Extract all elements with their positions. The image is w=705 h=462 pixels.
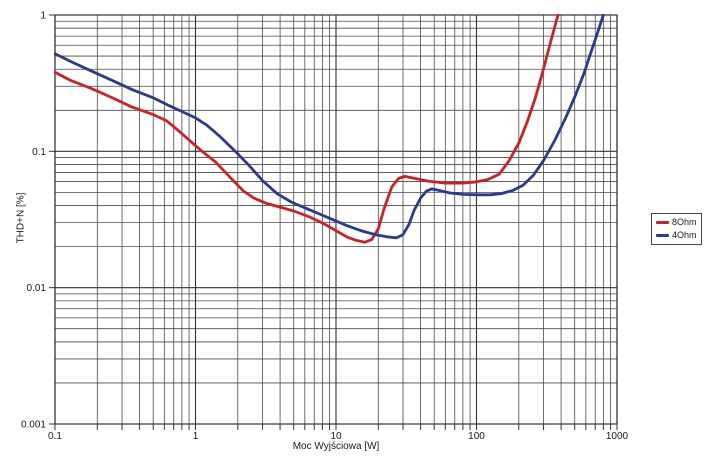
y-tick-label: 0.001 (21, 420, 46, 431)
legend: 8Ohm 4Ohm (651, 213, 702, 245)
y-tick-label: 1 (40, 11, 46, 22)
legend-label-4ohm: 4Ohm (672, 230, 697, 240)
series-curves (54, 14, 605, 244)
series-8ohm-swatch (656, 221, 669, 224)
x-tick-labels: 0.1 1 10 100 1000 (48, 431, 629, 442)
y-axis-title: THD+N [%] (15, 192, 27, 244)
plot-frame (54, 14, 618, 425)
x-tick-label: 0.1 (48, 431, 62, 442)
legend-label-8ohm: 8Ohm (672, 217, 697, 227)
curve-8ohm (54, 14, 560, 244)
x-axis-title: Moc Wyjściowa [W] (292, 441, 380, 452)
y-tick-label: 0.01 (27, 283, 47, 294)
y-tick-labels: 1 0.1 0.01 0.001 (21, 11, 46, 431)
legend-item-8ohm: 8Ohm (656, 217, 697, 228)
y-tick-label: 0.1 (32, 147, 46, 158)
curve-4ohm (54, 14, 605, 240)
x-tick-label: 1 (193, 431, 199, 442)
legend-item-4ohm: 4Ohm (656, 230, 697, 241)
x-tick-label: 1000 (606, 431, 629, 442)
series-4ohm-swatch (656, 234, 669, 237)
x-tick-label: 10 (330, 431, 342, 442)
x-tick-label: 100 (468, 431, 485, 442)
axis-ticks (49, 14, 618, 430)
